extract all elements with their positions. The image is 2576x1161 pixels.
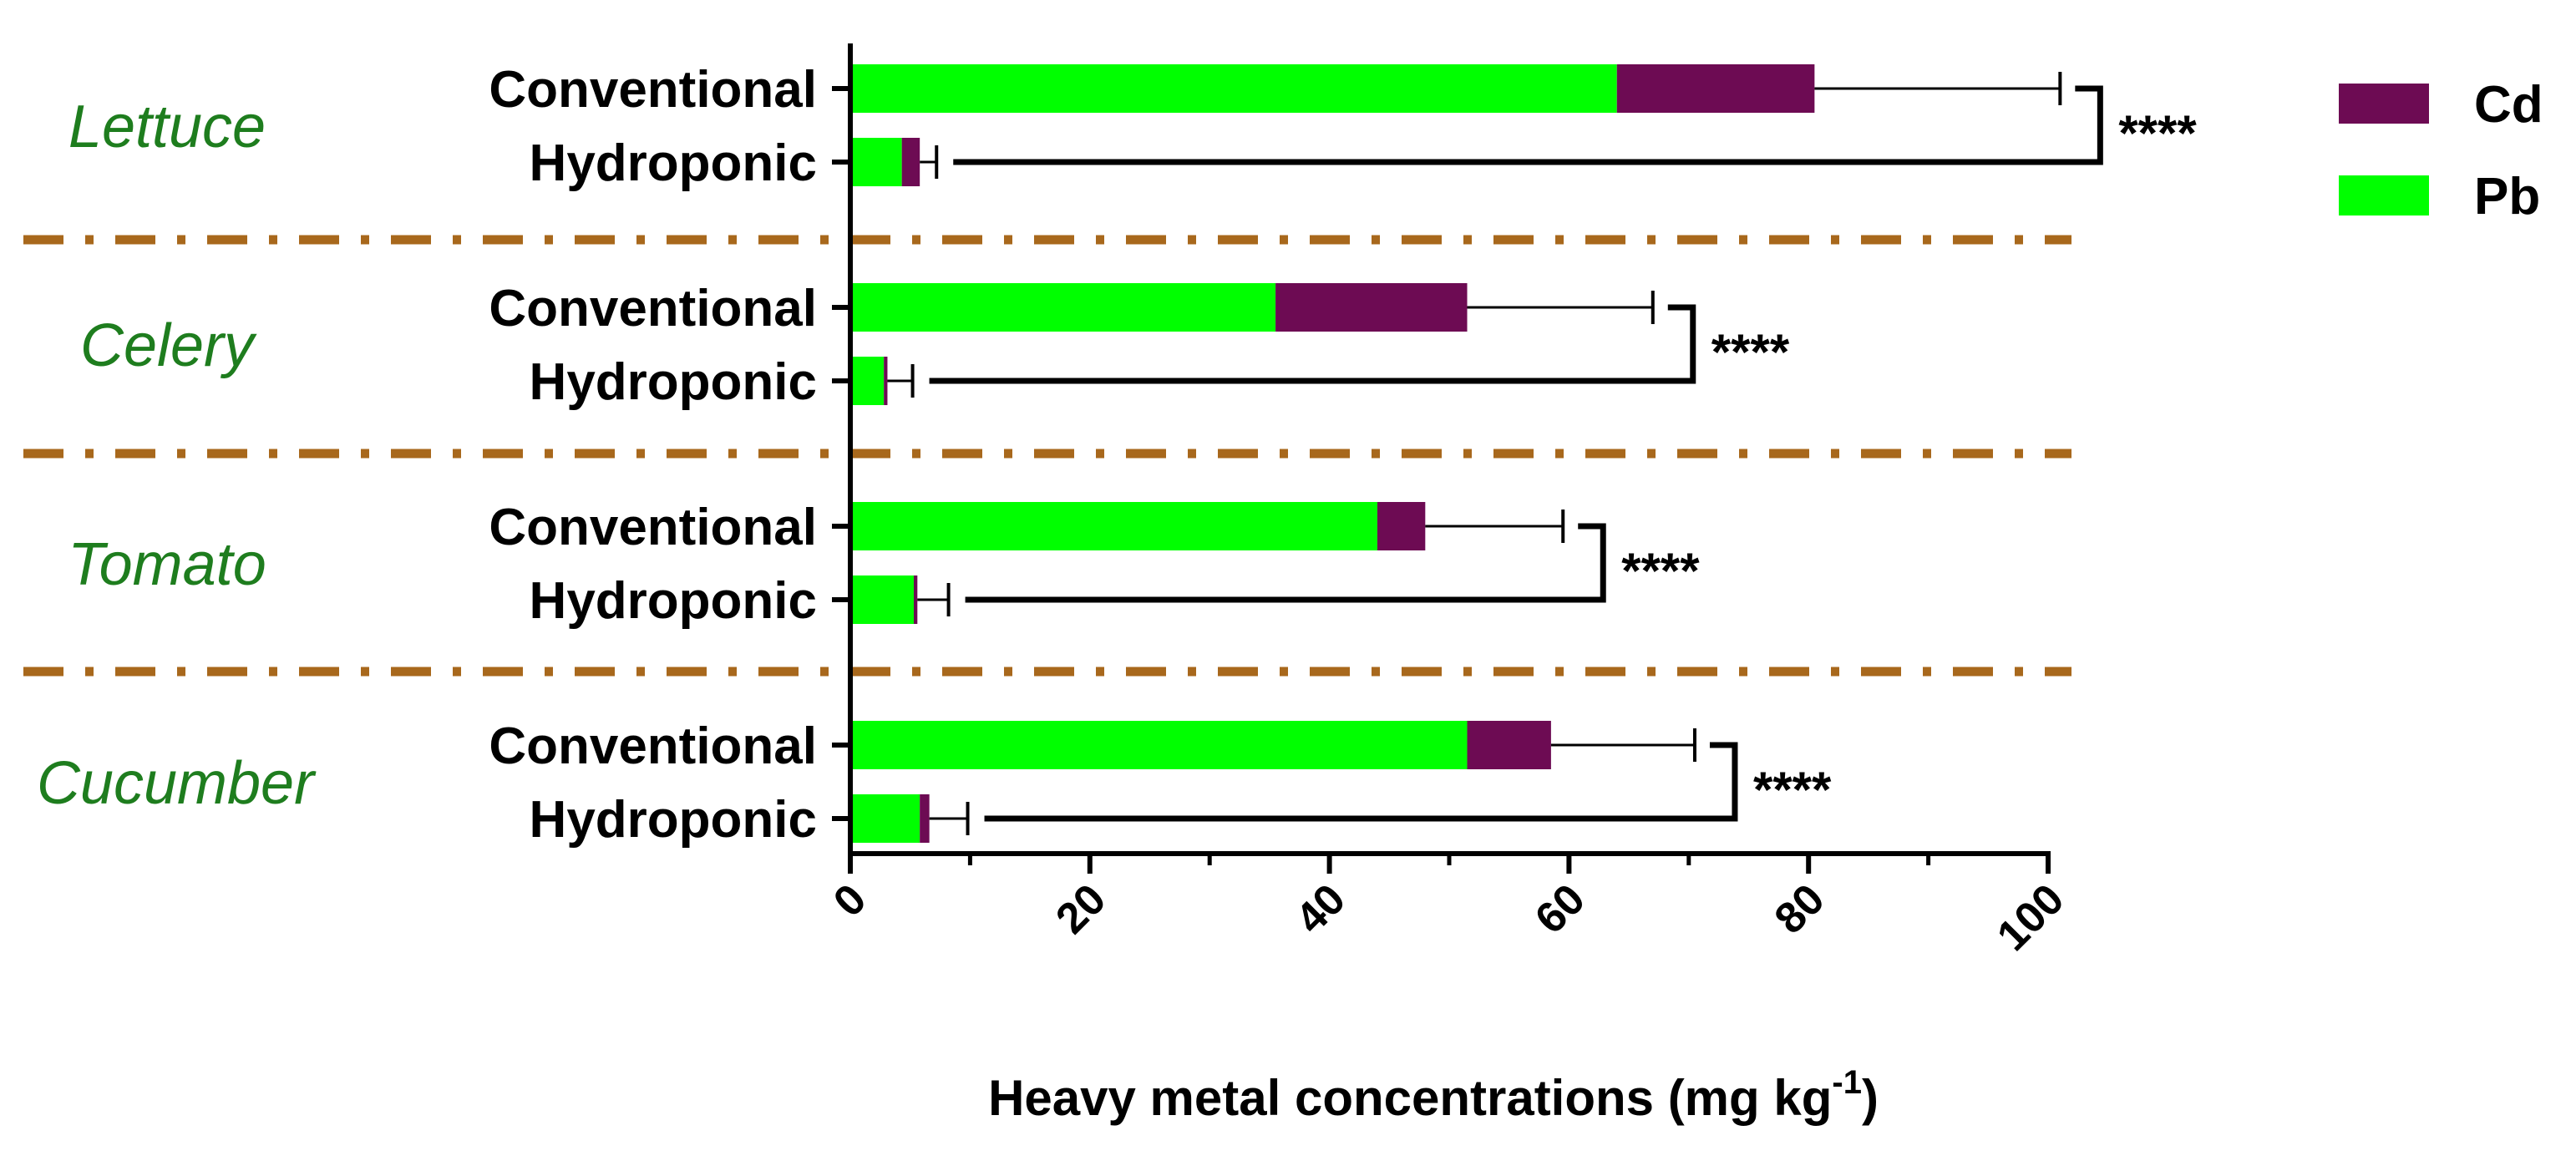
bar-pb-lettuce-hydroponic bbox=[850, 138, 902, 186]
legend-swatch-cd bbox=[2339, 84, 2429, 124]
bar-cd-lettuce-hydroponic bbox=[901, 138, 920, 186]
group-separators bbox=[23, 235, 2071, 677]
x-tick-label: 100 bbox=[1988, 875, 2073, 960]
bar-cd-celery-hydroponic bbox=[884, 357, 888, 405]
labels: Lettuce Conventional Hydroponic Celery Conve… bbox=[37, 61, 817, 849]
x-tick-label: 20 bbox=[1047, 875, 1115, 943]
axes: 0 20 40 60 80 100 bbox=[824, 43, 2073, 961]
x-axis-title-text: Heavy metal concentrations (mg kg bbox=[988, 1070, 1832, 1126]
category-label-hydroponic: Hydroponic bbox=[530, 572, 817, 630]
x-axis-title: Heavy metal concentrations (mg kg-1) bbox=[988, 1064, 1879, 1126]
x-tick-label: 80 bbox=[1766, 875, 1834, 943]
group-label-celery: Celery bbox=[80, 312, 257, 379]
significance-bracket bbox=[984, 742, 1738, 822]
category-label-hydroponic: Hydroponic bbox=[530, 791, 817, 849]
significance-bracket bbox=[953, 85, 2103, 165]
legend-swatch-pb bbox=[2339, 175, 2429, 215]
significance-bracket bbox=[929, 304, 1696, 384]
bar-cd-tomato-conventional bbox=[1377, 502, 1426, 550]
legend: Cd Pb bbox=[2339, 76, 2543, 226]
legend-label-pb: Pb bbox=[2474, 168, 2540, 226]
category-label-hydroponic: Hydroponic bbox=[530, 134, 817, 192]
significance-label: **** bbox=[1711, 324, 1790, 380]
error-bars bbox=[887, 72, 2062, 835]
significance-label: **** bbox=[1621, 543, 1700, 599]
category-label-conventional: Conventional bbox=[489, 717, 817, 775]
significance-label: **** bbox=[1753, 762, 1832, 818]
significance-bracket bbox=[965, 523, 1606, 603]
bar-cd-cucumber-conventional bbox=[1467, 721, 1551, 769]
legend-label-cd: Cd bbox=[2474, 76, 2543, 134]
bars bbox=[850, 64, 1815, 843]
x-tick-label: 40 bbox=[1286, 875, 1355, 943]
bar-cd-tomato-hydroponic bbox=[914, 575, 918, 624]
bar-pb-cucumber-conventional bbox=[850, 721, 1468, 769]
bar-cd-celery-conventional bbox=[1275, 283, 1468, 332]
x-tick-label: 0 bbox=[824, 875, 875, 925]
bar-cd-lettuce-conventional bbox=[1616, 64, 1815, 113]
category-label-conventional: Conventional bbox=[489, 280, 817, 337]
bar-pb-celery-hydroponic bbox=[850, 357, 885, 405]
group-label-lettuce: Lettuce bbox=[68, 94, 266, 160]
x-axis-title-superscript: -1 bbox=[1832, 1064, 1862, 1101]
bar-pb-tomato-conventional bbox=[850, 502, 1377, 550]
group-label-cucumber: Cucumber bbox=[37, 750, 317, 817]
category-label-hydroponic: Hydroponic bbox=[530, 353, 817, 411]
significance-brackets: **** **** **** **** bbox=[929, 85, 2197, 822]
x-tick-label: 60 bbox=[1526, 875, 1595, 943]
bar-cd-cucumber-hydroponic bbox=[920, 794, 930, 843]
bar-pb-cucumber-hydroponic bbox=[850, 794, 920, 843]
bar-pb-celery-conventional bbox=[850, 283, 1276, 332]
significance-label: **** bbox=[2118, 105, 2197, 161]
category-label-conventional: Conventional bbox=[489, 499, 817, 556]
bar-pb-tomato-hydroponic bbox=[850, 575, 915, 624]
bar-pb-lettuce-conventional bbox=[850, 64, 1617, 113]
x-axis-title-suffix: ) bbox=[1862, 1070, 1879, 1126]
group-label-tomato: Tomato bbox=[68, 531, 266, 598]
category-label-conventional: Conventional bbox=[489, 61, 817, 119]
